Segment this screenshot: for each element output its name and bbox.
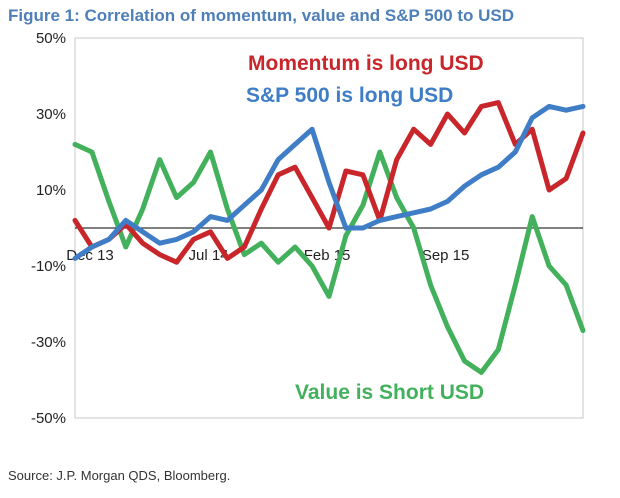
source-note: Source: J.P. Morgan QDS, Bloomberg. <box>8 468 231 483</box>
annotation-value: Value is Short USD <box>295 381 484 404</box>
y-tick-label: -30% <box>31 334 66 351</box>
y-tick-label: 10% <box>36 182 66 199</box>
y-tick-label: 50% <box>36 30 66 47</box>
y-axis-ticks: 50% 30% 10% -10% -30% -50% <box>31 30 66 427</box>
x-tick-label: Jul 14 <box>189 247 229 264</box>
series-layer <box>72 100 586 375</box>
annotation-momentum: Momentum is long USD <box>248 52 484 75</box>
x-tick-label: Dec 13 <box>66 247 114 264</box>
figure-title: Figure 1: Correlation of momentum, value… <box>8 6 514 25</box>
y-tick-label: 30% <box>36 106 66 123</box>
y-tick-label: -50% <box>31 410 66 427</box>
series-line-momentum <box>72 100 586 265</box>
x-tick-label: Sep 15 <box>422 247 470 264</box>
annotation-sp500: S&P 500 is long USD <box>246 84 453 107</box>
series-line-sp500 <box>72 103 586 261</box>
y-tick-label: -10% <box>31 258 66 275</box>
series-line-value <box>72 141 586 375</box>
